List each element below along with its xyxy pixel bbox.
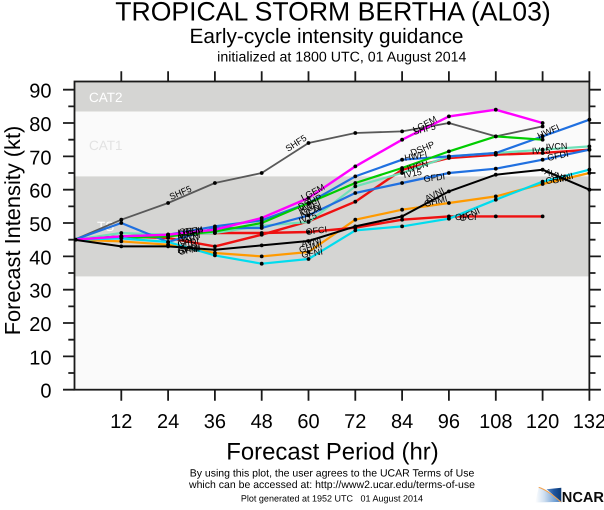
- svg-text:80: 80: [29, 114, 51, 136]
- svg-text:GFDI: GFDI: [546, 149, 569, 163]
- svg-text:84: 84: [391, 411, 413, 433]
- svg-text:20: 20: [29, 314, 51, 336]
- svg-text:24: 24: [157, 411, 179, 433]
- svg-text:0: 0: [40, 381, 51, 403]
- svg-text:By using this plot, the user a: By using this plot, the user agrees to t…: [190, 468, 475, 480]
- svg-text:36: 36: [204, 411, 226, 433]
- svg-text:12: 12: [110, 411, 132, 433]
- svg-text:Plot generated at 1952 UTC 0: Plot generated at 1952 UTC 01 August 201…: [241, 494, 423, 504]
- svg-text:Early-cycle intensity guidance: Early-cycle intensity guidance: [190, 25, 464, 48]
- svg-text:IV15: IV15: [532, 145, 551, 156]
- svg-text:LGEM: LGEM: [177, 225, 204, 238]
- svg-text:40: 40: [29, 247, 51, 269]
- svg-text:TROPICAL STORM BERTHA (AL03): TROPICAL STORM BERTHA (AL03): [115, 0, 550, 27]
- svg-text:120: 120: [526, 411, 559, 433]
- svg-text:GHMI: GHMI: [545, 173, 570, 186]
- svg-text:HWFI: HWFI: [404, 149, 428, 163]
- svg-text:CAT1: CAT1: [89, 138, 123, 153]
- svg-text:60: 60: [297, 411, 319, 433]
- svg-text:IVCN: IVCN: [177, 232, 199, 244]
- svg-text:90: 90: [29, 81, 51, 103]
- svg-text:72: 72: [344, 411, 366, 433]
- svg-text:70: 70: [29, 147, 51, 169]
- svg-text:132: 132: [573, 411, 604, 433]
- svg-text:OFCI: OFCI: [305, 224, 328, 237]
- svg-text:NCAR: NCAR: [562, 490, 604, 505]
- svg-text:GFDI: GFDI: [423, 171, 446, 184]
- svg-text:initialized at 1800 UTC, 01 Au: initialized at 1800 UTC, 01 August 2014: [217, 50, 466, 66]
- svg-text:HWFI: HWFI: [177, 230, 201, 243]
- svg-text:AVNI: AVNI: [300, 235, 322, 249]
- svg-text:DSHP: DSHP: [178, 226, 204, 239]
- svg-text:108: 108: [479, 411, 512, 433]
- svg-text:GHMI: GHMI: [177, 242, 202, 256]
- svg-text:96: 96: [438, 411, 460, 433]
- svg-text:GFNI: GFNI: [301, 246, 324, 260]
- svg-text:IV15: IV15: [403, 167, 423, 180]
- svg-text:30: 30: [29, 281, 51, 303]
- svg-text:48: 48: [251, 411, 273, 433]
- svg-text:Forecast Period (hr): Forecast Period (hr): [226, 439, 438, 466]
- svg-text:IV15: IV15: [177, 238, 197, 250]
- svg-text:OFCI: OFCI: [455, 212, 477, 222]
- svg-text:AVNI: AVNI: [177, 244, 198, 255]
- svg-text:GFNI: GFNI: [178, 243, 201, 257]
- svg-text:10: 10: [29, 347, 51, 369]
- svg-text:which can be accessed at: http: which can be accessed at: http://www2.uc…: [188, 479, 475, 491]
- svg-text:60: 60: [29, 181, 51, 203]
- svg-text:CAT2: CAT2: [89, 90, 123, 105]
- svg-text:Forecast Intensity (kt): Forecast Intensity (kt): [0, 126, 25, 336]
- svg-text:IVCN: IVCN: [546, 141, 568, 152]
- svg-text:OFCI: OFCI: [178, 225, 200, 237]
- svg-text:GFDI: GFDI: [177, 236, 200, 249]
- svg-text:50: 50: [29, 214, 51, 236]
